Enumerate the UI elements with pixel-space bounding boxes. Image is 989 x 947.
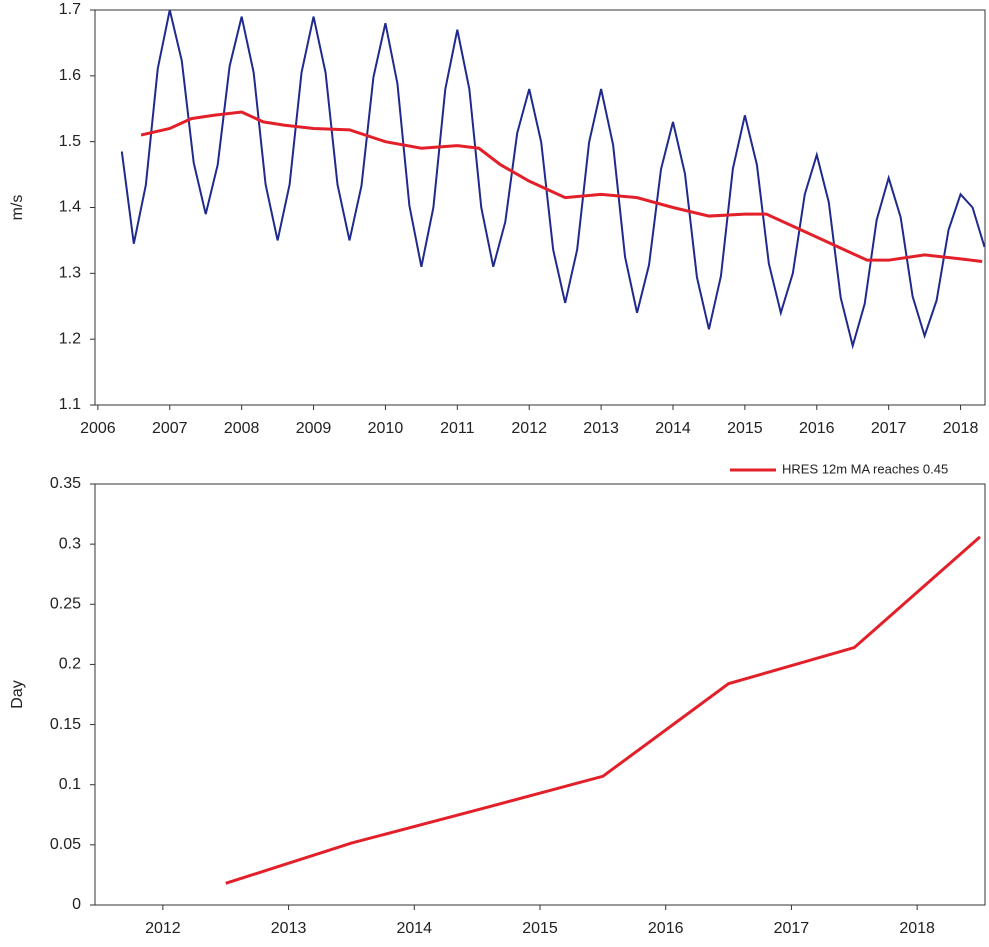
x-tick-label: 2008 [224,420,260,437]
x-tick-label: 2013 [271,920,307,937]
x-tick-label: 2015 [727,420,763,437]
x-tick-label: 2018 [899,920,935,937]
x-tick-label: 2013 [583,420,619,437]
x-tick-label: 2006 [80,420,116,437]
y-tick-label: 0.15 [50,716,81,733]
y-tick-label: 0.2 [59,656,81,673]
y-axis-label: m/s [9,195,26,221]
x-tick-label: 2018 [943,420,979,437]
x-tick-label: 2010 [368,420,404,437]
y-tick-label: 1.5 [59,133,81,150]
plot-frame [94,483,986,906]
x-tick-label: 2012 [511,420,547,437]
x-tick-label: 2007 [152,420,188,437]
y-tick-label: 1.2 [59,330,81,347]
x-tick-label: 2014 [396,920,432,937]
y-tick-label: 1.1 [59,396,81,413]
y-tick-label: 0.35 [50,475,81,492]
x-tick-label: 2016 [648,920,684,937]
legend-label: HRES 12m MA reaches 0.45 [782,461,948,476]
y-tick-label: 0 [72,896,81,913]
y-tick-label: 1.7 [59,1,81,18]
x-tick-label: 2015 [522,920,558,937]
y-tick-label: 0.05 [50,836,81,853]
y-tick-label: 0.3 [59,535,81,552]
line-series [120,9,986,350]
x-tick-label: 2014 [655,420,691,437]
y-tick-label: 1.4 [59,199,81,216]
line-series [140,110,983,263]
x-tick-label: 2011 [440,420,475,437]
x-tick-label: 2017 [871,420,907,437]
x-tick-label: 2012 [145,920,181,937]
x-tick-label: 2016 [799,420,835,437]
y-axis-label: Day [9,680,26,708]
y-tick-label: 0.25 [50,596,81,613]
y-tick-label: 1.6 [59,67,81,84]
y-tick-label: 1.3 [59,265,81,282]
y-tick-label: 0.1 [59,776,81,793]
x-tick-label: 2009 [296,420,332,437]
line-series [225,535,981,885]
x-tick-label: 2017 [774,920,810,937]
